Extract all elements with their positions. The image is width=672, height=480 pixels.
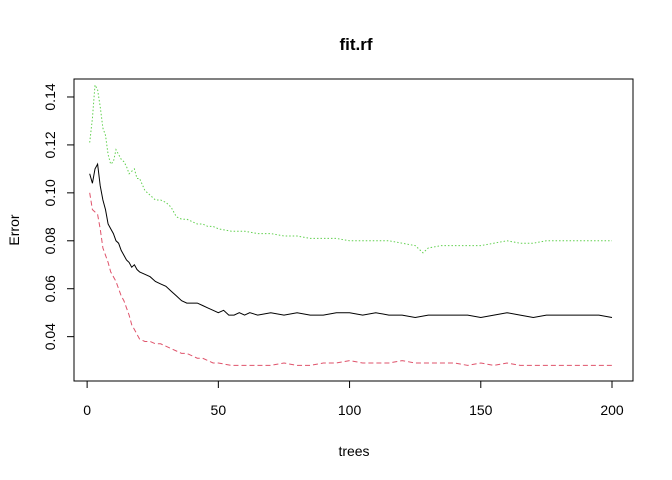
y-tick-label: 0.12 [42, 131, 58, 158]
series-line-3 [89, 83, 612, 254]
series-line-2 [89, 192, 612, 366]
x-tick-label: 200 [600, 402, 624, 418]
y-tick-label: 0.08 [42, 227, 58, 254]
y-axis-title: Error [6, 214, 22, 245]
x-axis-title: trees [338, 443, 369, 459]
series-line-1 [89, 162, 613, 319]
plot-frame [73, 78, 634, 382]
y-tick-label: 0.04 [42, 323, 58, 350]
x-tick-label: 0 [83, 402, 91, 418]
chart-title: fit.rf [339, 35, 372, 54]
x-tick-label: 150 [469, 402, 493, 418]
y-tick-label: 0.14 [42, 83, 58, 110]
x-tick-label: 100 [338, 402, 362, 418]
x-tick-label: 50 [211, 402, 227, 418]
y-tick-label: 0.10 [42, 179, 58, 206]
series-layer [89, 83, 613, 366]
y-axis: 0.04 0.06 0.08 0.10 0.12 0.14 [42, 83, 75, 350]
y-tick-label: 0.06 [42, 275, 58, 302]
x-axis: 0 50 100 150 200 [83, 380, 624, 418]
